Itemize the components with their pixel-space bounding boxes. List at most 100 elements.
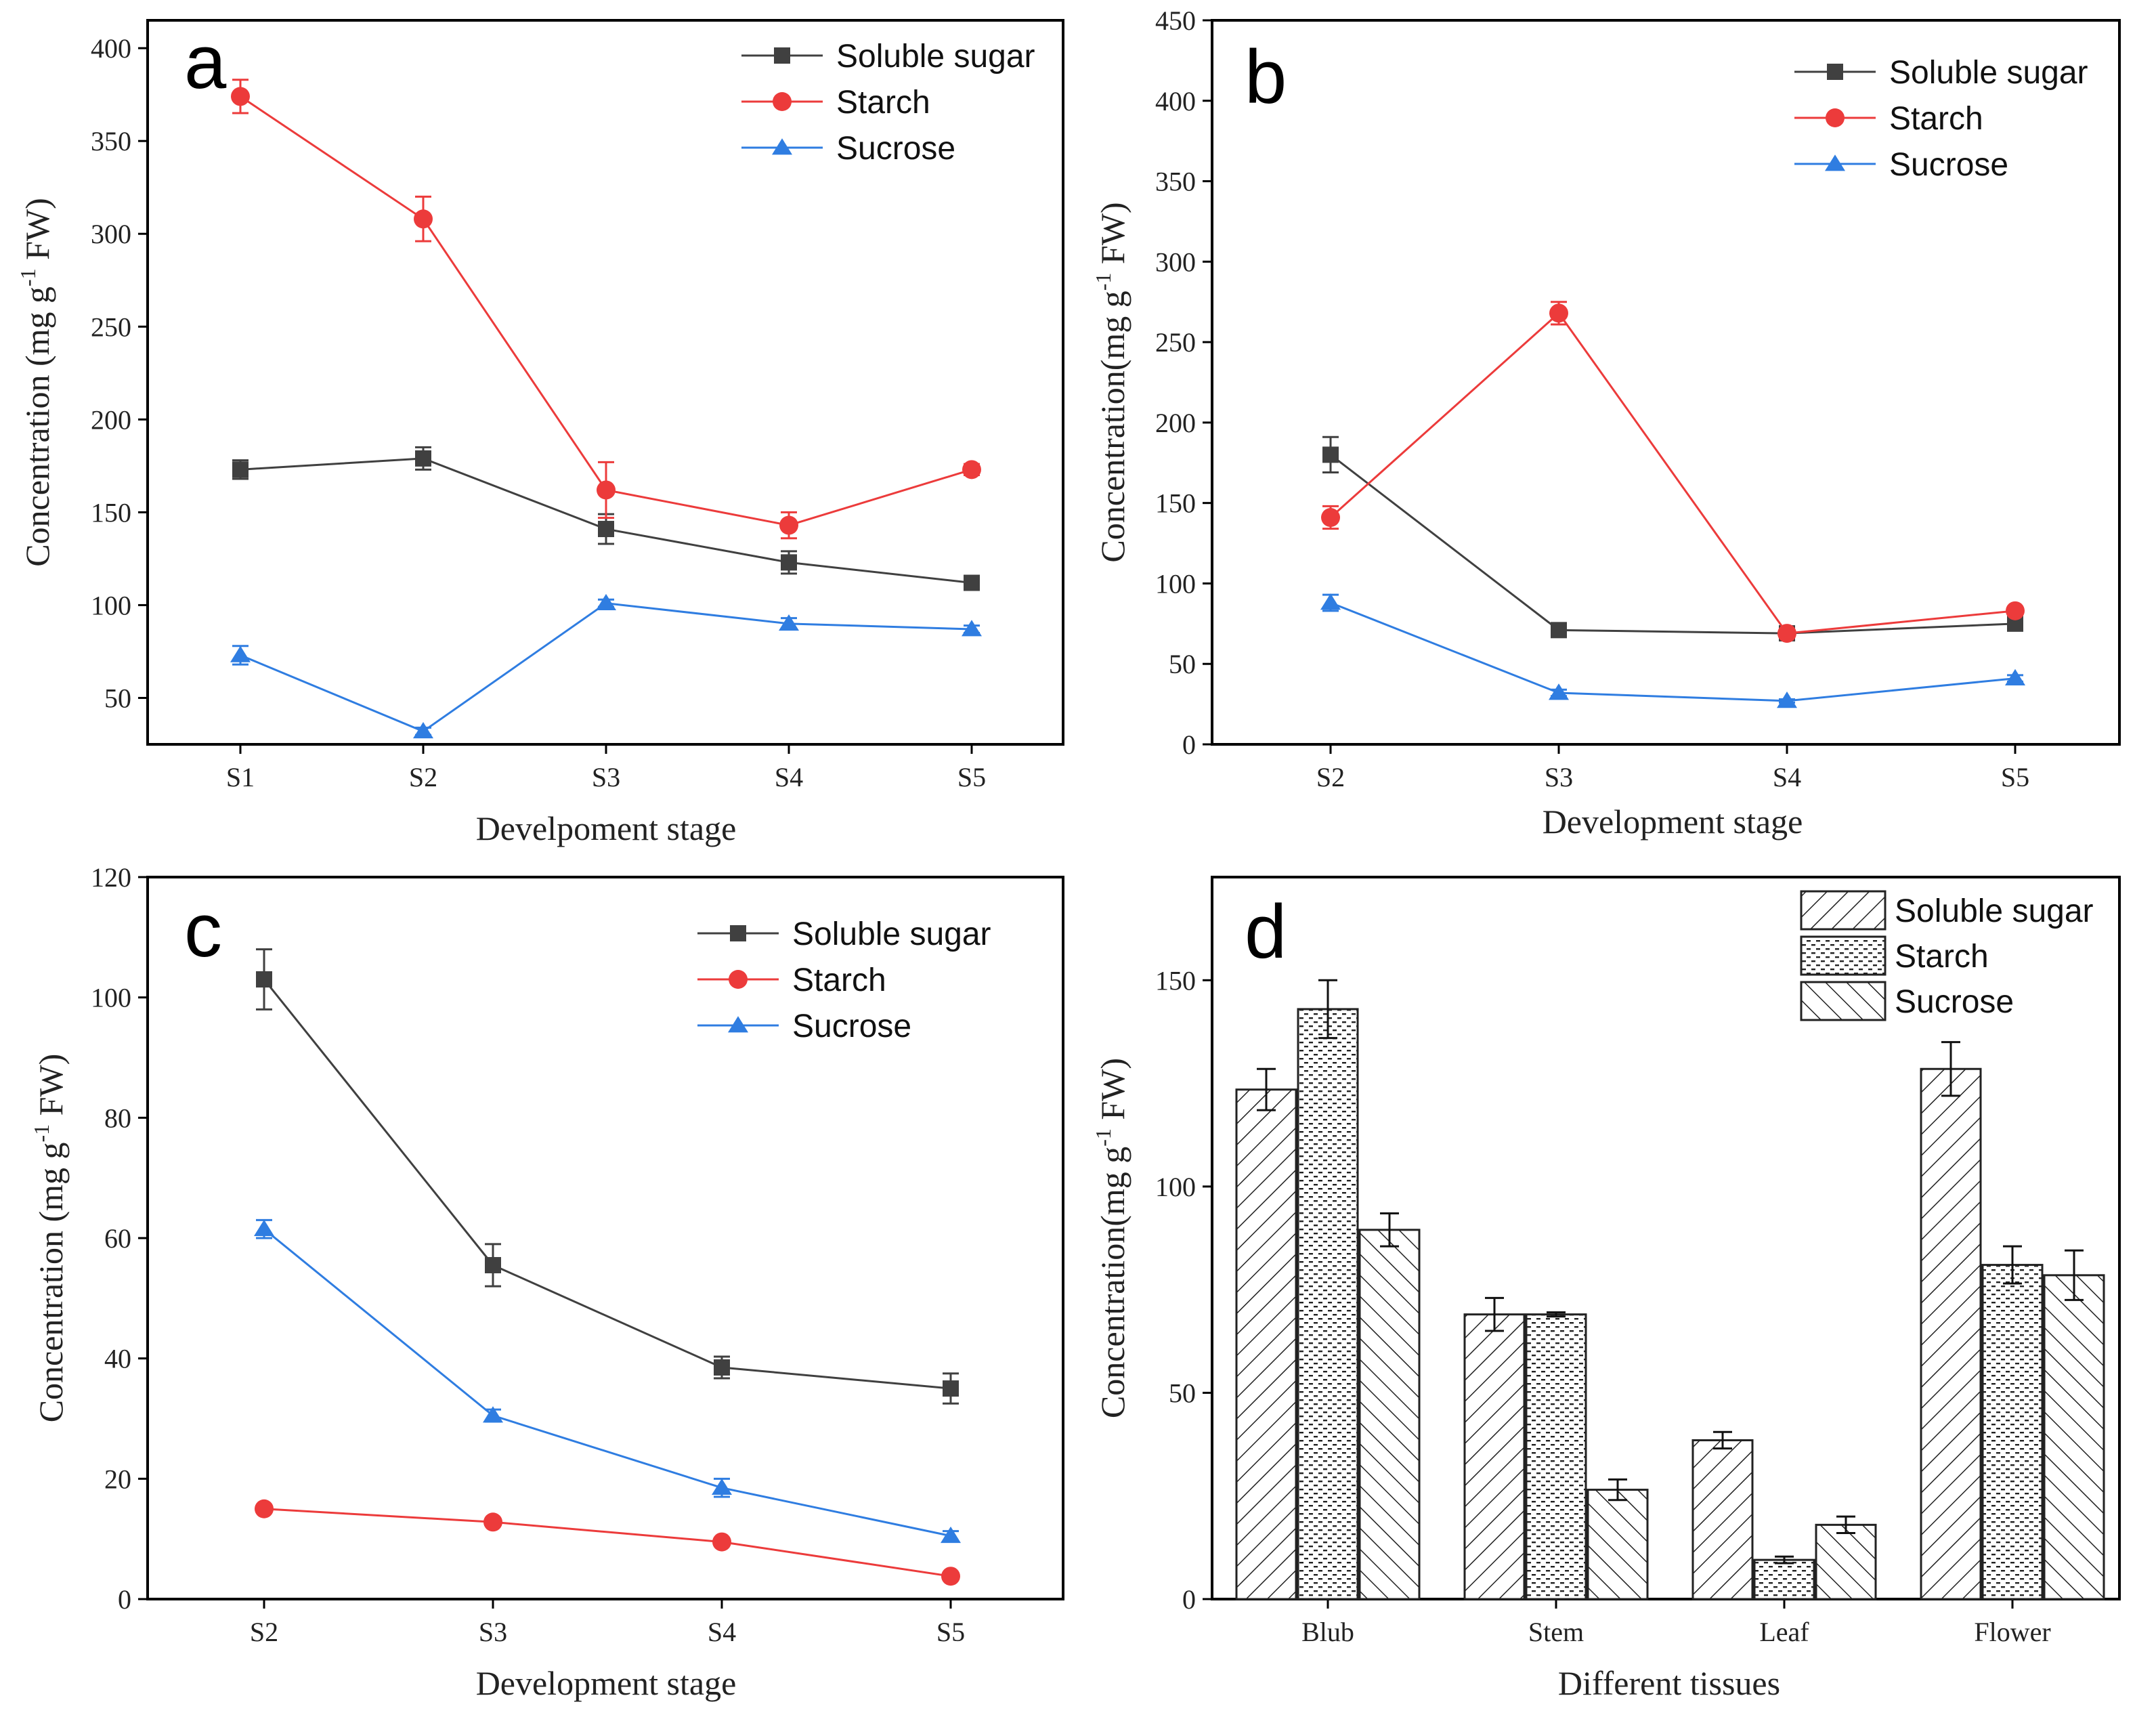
- y-tick-label: 150: [1155, 965, 1196, 996]
- series-line: [263, 1228, 951, 1537]
- data-point: [231, 87, 250, 106]
- bar: [1358, 1229, 1421, 1600]
- data-point: [712, 1532, 731, 1552]
- data-point: [714, 1359, 730, 1376]
- x-tick-label: Stem: [1528, 1617, 1584, 1647]
- legend-label: Soluble sugar: [792, 916, 991, 952]
- legend-label: Soluble sugar: [1895, 893, 2094, 929]
- series-line: [1330, 454, 2016, 635]
- chart-panel-d: 0 50 100 150 Concentration(mg g-1 FW) Differe…: [1091, 876, 2121, 1702]
- legend-swatch: [1800, 935, 1886, 976]
- bar: [1587, 1489, 1649, 1600]
- data-point: [256, 971, 272, 988]
- y-tick-label: 20: [104, 1464, 131, 1494]
- legend-label: Soluble sugar: [836, 39, 1035, 75]
- data-point: [483, 1512, 502, 1532]
- chart-panel-b: 0 50 100 150 200 250 300 350 400 450 Concentration…: [1091, 5, 2121, 841]
- data-point: [1777, 624, 1796, 643]
- chart-panel-c: 0 20 40 60 80 100 120 Concentration (mg g-1 FW)…: [29, 862, 1064, 1702]
- y-tick-label: 250: [91, 312, 131, 342]
- x-tick-label: S1: [226, 762, 255, 792]
- x-tick-label: S3: [479, 1617, 507, 1647]
- data-point: [2005, 668, 2025, 685]
- y-tick-label: 300: [1155, 247, 1196, 277]
- data-point: [414, 209, 433, 229]
- data-point: [943, 1380, 959, 1397]
- x-tick-label: Flower: [1974, 1617, 2050, 1647]
- legend-label: Starch: [1889, 101, 1983, 137]
- data-point: [774, 47, 790, 64]
- data-point: [1777, 692, 1797, 708]
- data-point: [728, 1016, 748, 1033]
- data-point: [1826, 108, 1845, 127]
- legend-label: Starch: [792, 962, 886, 998]
- series-line: [240, 602, 972, 733]
- x-axis-title: Development stage: [1543, 803, 1803, 841]
- y-tick-label: 200: [1155, 408, 1196, 438]
- data-point: [941, 1526, 961, 1544]
- y-tick-label: 100: [91, 590, 131, 620]
- data-point: [773, 92, 792, 111]
- series-line: [263, 979, 951, 1390]
- legend-label: Starch: [836, 85, 930, 121]
- y-tick-label: 350: [91, 126, 131, 156]
- y-tick-label: 120: [91, 862, 131, 893]
- bar: [1235, 1088, 1297, 1600]
- plot-frame: [1211, 19, 2121, 746]
- x-axis-title: Development stage: [476, 1664, 737, 1702]
- legend-label: Sucrose: [836, 131, 955, 167]
- x-tick-label: S4: [775, 762, 803, 792]
- data-point: [1549, 683, 1569, 700]
- data-point: [254, 1219, 274, 1237]
- data-point: [1321, 508, 1340, 528]
- data-point: [1549, 303, 1568, 323]
- x-tick-label: S2: [250, 1617, 278, 1647]
- x-tick-label: S3: [1545, 762, 1573, 792]
- data-point: [2006, 601, 2025, 620]
- y-tick-label: 400: [1155, 86, 1196, 116]
- y-tick-label: 80: [104, 1103, 131, 1133]
- chart-panel-a: 50 100 150 200 250 300 350 400 Concentration (mg…: [16, 19, 1064, 847]
- panel-letter: d: [1245, 889, 1287, 974]
- x-tick-label: S5: [2001, 762, 2029, 792]
- x-tick-label: S2: [1316, 762, 1345, 792]
- bar: [1815, 1523, 1877, 1600]
- data-point: [1320, 593, 1341, 610]
- legend-swatch: [1800, 890, 1886, 931]
- panel-letter: b: [1245, 35, 1287, 119]
- y-tick-label: 150: [91, 497, 131, 528]
- x-tick-label: S4: [708, 1617, 736, 1647]
- legend-label: Sucrose: [792, 1008, 911, 1044]
- y-tick-label: 250: [1155, 327, 1196, 358]
- bar: [1691, 1439, 1754, 1600]
- plot-frame: [146, 876, 1064, 1600]
- data-point: [781, 554, 797, 571]
- data-point: [485, 1256, 501, 1273]
- data-point: [413, 722, 433, 739]
- y-tick-label: 100: [91, 983, 131, 1013]
- y-tick-label: 0: [118, 1584, 131, 1615]
- legend-label: Soluble sugar: [1889, 55, 2088, 91]
- data-point: [232, 461, 249, 478]
- y-axis-title: Concentration (mg g-1 FW): [29, 1054, 70, 1423]
- y-tick-label: 50: [104, 683, 131, 713]
- x-tick-label: Leaf: [1759, 1617, 1809, 1647]
- x-tick-label: S5: [957, 762, 986, 792]
- data-point: [230, 645, 251, 662]
- panel-letter: a: [184, 20, 227, 104]
- data-point: [962, 460, 981, 480]
- y-tick-label: 300: [91, 219, 131, 249]
- x-tick-label: S4: [1773, 762, 1801, 792]
- data-point: [962, 620, 982, 637]
- data-point: [483, 1406, 503, 1423]
- bar: [1463, 1313, 1526, 1600]
- x-tick-label: S2: [409, 762, 437, 792]
- y-axis-title: Concentration(mg g-1 FW): [1091, 1058, 1131, 1418]
- y-tick-label: 100: [1155, 1172, 1196, 1202]
- data-point: [730, 925, 746, 941]
- panel-letter: c: [184, 888, 222, 973]
- bar: [1981, 1264, 2044, 1600]
- data-point: [415, 450, 431, 467]
- y-tick-label: 0: [1182, 729, 1196, 760]
